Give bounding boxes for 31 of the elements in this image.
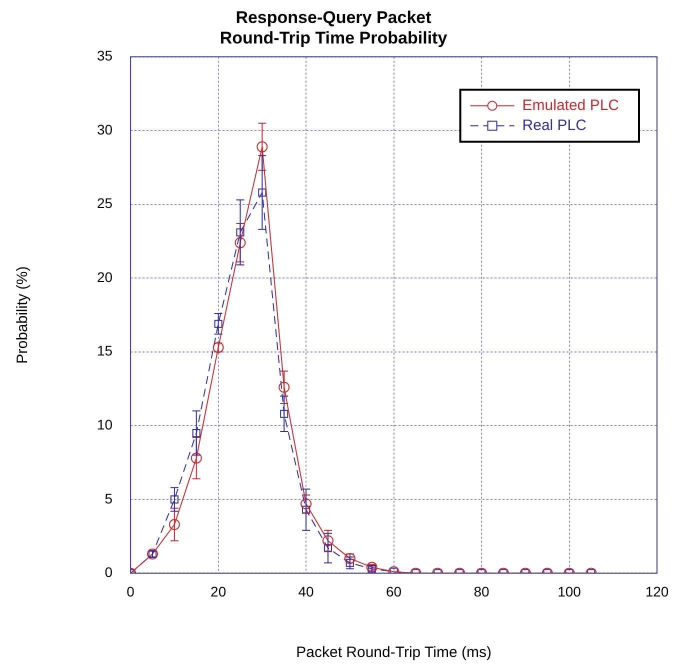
y-tick-label: 10 [96, 416, 113, 433]
x-tick-label: 20 [210, 583, 226, 600]
point [236, 228, 244, 236]
y-tick-label: 30 [96, 121, 113, 138]
point [256, 141, 268, 152]
x-tick-label: 60 [386, 583, 402, 600]
y-tick-label: 25 [96, 195, 113, 212]
point [258, 188, 266, 197]
y-tick-label: 0 [104, 564, 113, 580]
y-tick-label: 35 [96, 48, 113, 64]
point [300, 498, 312, 510]
point [214, 320, 222, 328]
point [278, 382, 290, 393]
point [170, 495, 178, 504]
x-tick-label: 40 [298, 583, 314, 600]
x-tick-label: 120 [645, 583, 669, 600]
point [280, 410, 288, 418]
x-axis-title: Packet Round-Trip Time (ms) [296, 644, 492, 662]
x-tick-label: 0 [126, 583, 135, 600]
y-tick-label: 5 [104, 490, 113, 506]
y-tick-label: 20 [96, 268, 113, 285]
x-tick-label: 80 [474, 583, 490, 600]
chart-title: Response-Query Packet Round-Trip Time Probability [220, 8, 448, 48]
y-tick-label: 15 [96, 342, 113, 359]
point [192, 429, 200, 438]
x-tick-label: 100 [558, 583, 582, 600]
point [234, 237, 246, 248]
y-axis-title: Probability (%) [14, 266, 32, 364]
legend-label: Emulated PLC [522, 96, 620, 114]
legend-label: Real PLC [522, 116, 587, 134]
point [190, 452, 202, 464]
